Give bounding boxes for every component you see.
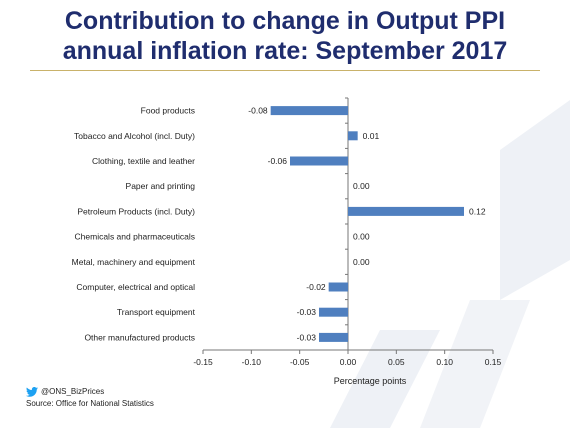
bar [270, 106, 348, 116]
category-label: Petroleum Products (incl. Duty) [77, 206, 195, 216]
category-label: Paper and printing [126, 181, 196, 191]
title-line-2: annual inflation rate: September 2017 [62, 37, 508, 65]
bar [348, 206, 464, 216]
x-tick-label: 0.00 [340, 357, 357, 367]
x-tick-label: -0.05 [290, 357, 310, 367]
bar [328, 282, 348, 292]
data-label: 0.00 [353, 232, 370, 242]
bar [290, 156, 348, 166]
data-label: -0.06 [268, 156, 288, 166]
x-axis-title: Percentage points [334, 376, 407, 386]
data-label: 0.12 [469, 206, 486, 216]
bar [348, 131, 358, 141]
x-tick-label: -0.15 [193, 357, 213, 367]
page-title: Contribution to change in Output PPI ann… [0, 6, 570, 66]
title-line-1: Contribution to change in Output PPI [64, 7, 506, 35]
title-divider [30, 70, 540, 71]
data-label: -0.03 [297, 307, 317, 317]
category-label: Computer, electrical and optical [76, 282, 195, 292]
category-label: Transport equipment [117, 307, 196, 317]
data-label: -0.08 [248, 106, 268, 116]
bar [319, 332, 348, 342]
category-label: Chemicals and pharmaceuticals [75, 232, 195, 242]
x-tick-label: 0.10 [436, 357, 453, 367]
category-label: Metal, machinery and equipment [72, 257, 196, 267]
x-tick-label: 0.05 [388, 357, 405, 367]
data-label: 0.00 [353, 181, 370, 191]
source-note: Source: Office for National Statistics [26, 399, 154, 408]
twitter-bird-icon [26, 387, 38, 397]
data-label: 0.00 [353, 257, 370, 267]
footer: @ONS_BizPrices Source: Office for Nation… [26, 386, 154, 410]
data-label: -0.03 [297, 332, 317, 342]
twitter-handle: @ONS_BizPrices [41, 387, 105, 396]
data-label: -0.02 [306, 282, 326, 292]
bar [319, 307, 348, 317]
category-label: Other manufactured products [84, 332, 195, 342]
x-tick-label: -0.10 [242, 357, 262, 367]
category-label: Tobacco and Alcohol (incl. Duty) [74, 131, 195, 141]
x-tick-label: 0.15 [485, 357, 502, 367]
category-label: Food products [141, 106, 195, 116]
data-label: 0.01 [363, 131, 380, 141]
category-label: Clothing, textile and leather [92, 156, 195, 166]
